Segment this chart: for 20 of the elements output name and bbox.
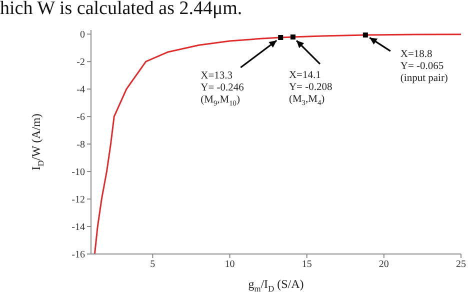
y-tick-label: 0 [80, 30, 85, 41]
x-tick-label: 10 [224, 259, 235, 270]
x-tick-label: 15 [302, 259, 312, 270]
annotation: X=13.3 Y= -0.246 (M$_{9}$,M$_{10}$) [200, 70, 244, 108]
x-tick-label: 5 [150, 259, 156, 270]
x-tick-label: 20 [378, 259, 389, 270]
x-axis-title: g$_{m}$/I$_{D}$ (S/A) [248, 277, 304, 294]
line-series [94, 34, 461, 254]
text: hich W is calculated as 2.44μm. [0, 0, 242, 20]
y-tick-label: -10 [72, 167, 85, 178]
y-tick-label: -4 [76, 84, 85, 96]
x-tick-label: 25 [456, 259, 466, 270]
y-tick-label: -12 [72, 194, 85, 206]
y-tick-label: -16 [72, 250, 85, 261]
y-tick-label: -8 [76, 140, 85, 151]
annotation: X=18.8 Y= -0.065 (input pair) [400, 49, 448, 84]
y-tick-label: -14 [72, 222, 85, 234]
annotation: X=14.1 Y= -0.208 (M$_{3}$,M$_{4}$) [288, 70, 332, 108]
y-tick-label: -2 [76, 57, 85, 68]
y-tick-label: -6 [76, 112, 85, 124]
